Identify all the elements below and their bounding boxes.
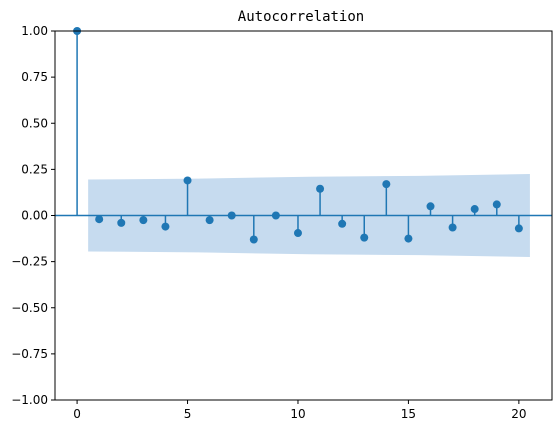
x-tick-label: 15 — [401, 407, 416, 421]
x-tick-label: 0 — [73, 407, 81, 421]
stem-marker — [426, 202, 435, 211]
y-tick-label: 1.00 — [21, 24, 48, 38]
stem-marker — [95, 215, 104, 224]
y-tick-label: 0.75 — [21, 70, 48, 84]
stem-marker — [316, 184, 325, 193]
stem-marker — [227, 211, 236, 220]
stem-marker — [492, 200, 501, 209]
stem-marker — [360, 233, 369, 242]
y-tick-label: −0.75 — [11, 347, 48, 361]
stem-marker — [161, 222, 170, 231]
y-tick-label: 0.25 — [21, 162, 48, 176]
stem-marker — [117, 218, 126, 227]
stem-marker — [293, 229, 302, 238]
stem-marker — [205, 216, 214, 225]
y-tick-label: 0.50 — [21, 116, 48, 130]
x-tick-label: 20 — [511, 407, 526, 421]
y-tick-label: 0.00 — [21, 209, 48, 223]
y-tick-label: −0.50 — [11, 301, 48, 315]
stem-marker — [514, 224, 523, 233]
stem-marker — [448, 223, 457, 232]
x-tick-label: 10 — [290, 407, 305, 421]
stem-marker — [382, 180, 391, 189]
stem-marker — [338, 219, 347, 228]
x-tick-label: 5 — [184, 407, 192, 421]
stem-marker — [271, 211, 280, 220]
stem-marker — [183, 176, 192, 185]
y-tick-label: −1.00 — [11, 393, 48, 407]
chart-title: Autocorrelation — [238, 9, 364, 25]
y-tick-label: −0.25 — [11, 255, 48, 269]
stem-marker — [249, 235, 258, 244]
stem-marker — [139, 216, 148, 225]
stems — [73, 27, 523, 244]
axes: −1.00 −0.75 −0.50 −0.25 0.00 0.25 0.50 0.75 1.00… — [11, 24, 553, 421]
stem-marker — [404, 234, 413, 243]
stem-marker — [470, 205, 479, 214]
